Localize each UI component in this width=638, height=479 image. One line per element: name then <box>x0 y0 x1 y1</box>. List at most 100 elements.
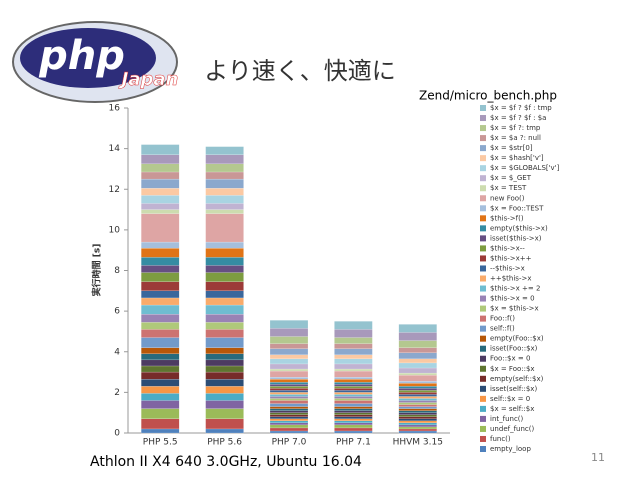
bar-segment <box>398 367 437 374</box>
bar-segment <box>334 412 373 415</box>
legend-swatch <box>480 205 486 212</box>
bar-segment <box>398 332 437 341</box>
bar-segment <box>398 412 437 415</box>
bar-segment <box>205 248 244 258</box>
bar-segment <box>141 203 180 210</box>
bar-segment <box>269 320 309 329</box>
bar-segment <box>334 363 373 370</box>
legend-swatch <box>480 225 486 232</box>
legend-label: self::$x = 0 <box>490 395 530 403</box>
x-tick-label: PHP 5.5 <box>143 438 178 448</box>
bar-segment <box>141 213 180 243</box>
legend-label: $this->f() <box>490 214 524 222</box>
slide-title: より速く、快適に <box>204 57 396 85</box>
bar-segment <box>334 368 373 372</box>
bar-segment <box>205 304 244 315</box>
legend-label: --$this->x <box>490 264 525 272</box>
bar-segment <box>398 414 437 417</box>
y-tick-label: 8 <box>114 266 120 276</box>
bar-segment <box>398 430 437 434</box>
legend-swatch <box>480 446 486 452</box>
legend-swatch <box>480 325 486 332</box>
bar-segment <box>141 393 180 401</box>
legend-swatch <box>480 315 486 322</box>
bar-segment <box>141 304 180 315</box>
legend-label: $x = Foo::$x <box>490 365 535 373</box>
bar-segment <box>141 418 180 430</box>
bar-segment <box>205 371 244 380</box>
legend-label: func() <box>490 435 511 443</box>
bar-segment <box>205 265 244 273</box>
legend-swatch <box>480 105 486 111</box>
bar-segment <box>334 400 373 404</box>
legend-label: Foo::$x = 0 <box>490 355 530 363</box>
bar-segment <box>398 388 437 391</box>
bar-segment <box>398 428 437 432</box>
bar-segment <box>398 416 437 419</box>
legend-label: ++$this->x <box>490 275 532 283</box>
bar-segment <box>334 394 373 397</box>
legend-label: $x = self::$x <box>490 405 534 413</box>
bar-segment <box>334 392 373 395</box>
bar-segment <box>141 290 180 299</box>
bar-segment <box>398 398 437 401</box>
legend-label: $x = TEST <box>490 184 527 192</box>
bar-segment <box>398 381 437 384</box>
bar-segment <box>205 188 244 196</box>
legend-swatch <box>480 125 486 132</box>
legend-swatch <box>480 365 486 372</box>
legend-swatch <box>480 375 486 382</box>
bar-segment <box>205 359 244 367</box>
bar-segment <box>398 424 437 428</box>
legend-label: isset($this->x) <box>490 234 542 242</box>
bar-segment <box>205 154 244 165</box>
bar-segment <box>398 392 437 395</box>
bar-segment <box>334 390 373 393</box>
logo: php Japan <box>12 21 179 103</box>
bar-segment <box>269 403 309 407</box>
legend-swatch <box>480 265 486 272</box>
bar-segment <box>334 382 373 385</box>
legend-swatch <box>480 425 486 432</box>
bar-segment <box>141 322 180 330</box>
bar-segment <box>205 209 244 214</box>
bar-segment <box>398 352 437 360</box>
bar-segment <box>269 370 309 378</box>
logo-subtitle: Japan <box>119 69 179 90</box>
bar-segment <box>269 422 309 426</box>
legend-swatch <box>480 185 486 192</box>
bar-segment <box>205 272 244 282</box>
legend-label: empty(self::$x) <box>490 375 544 383</box>
bar-segment <box>205 337 244 348</box>
bar-segment <box>334 398 373 401</box>
bar-segment <box>141 386 180 394</box>
legend-swatch <box>480 145 486 152</box>
bar-segment <box>205 379 244 387</box>
bar-segment <box>141 353 180 361</box>
bar-segment <box>398 362 437 369</box>
bar-segment <box>398 383 437 387</box>
legend-swatch <box>480 255 486 262</box>
bar-segment <box>141 265 180 273</box>
bar-segment <box>205 329 244 338</box>
legend-swatch <box>480 345 486 352</box>
bar-segment <box>269 416 309 419</box>
legend-label: $x = $f ? $f : $a <box>490 114 546 122</box>
bar-segment <box>269 382 309 385</box>
legend-swatch <box>480 395 486 402</box>
bar-segment <box>205 146 244 155</box>
legend-swatch <box>480 115 486 122</box>
bar-segment <box>269 396 309 399</box>
bar-segment <box>269 384 309 387</box>
legend-label: empty_loop <box>490 445 531 453</box>
y-tick-label: 0 <box>114 429 120 439</box>
bar-segment <box>141 379 180 387</box>
bar-segment <box>398 386 437 389</box>
bar-segment <box>205 386 244 394</box>
bar-segment <box>269 343 309 349</box>
y-tick-label: 6 <box>114 307 120 317</box>
bar-segment <box>334 408 373 411</box>
bar-segment <box>269 363 309 370</box>
x-tick-label: PHP 7.1 <box>336 438 371 448</box>
legend-swatch <box>480 155 486 162</box>
